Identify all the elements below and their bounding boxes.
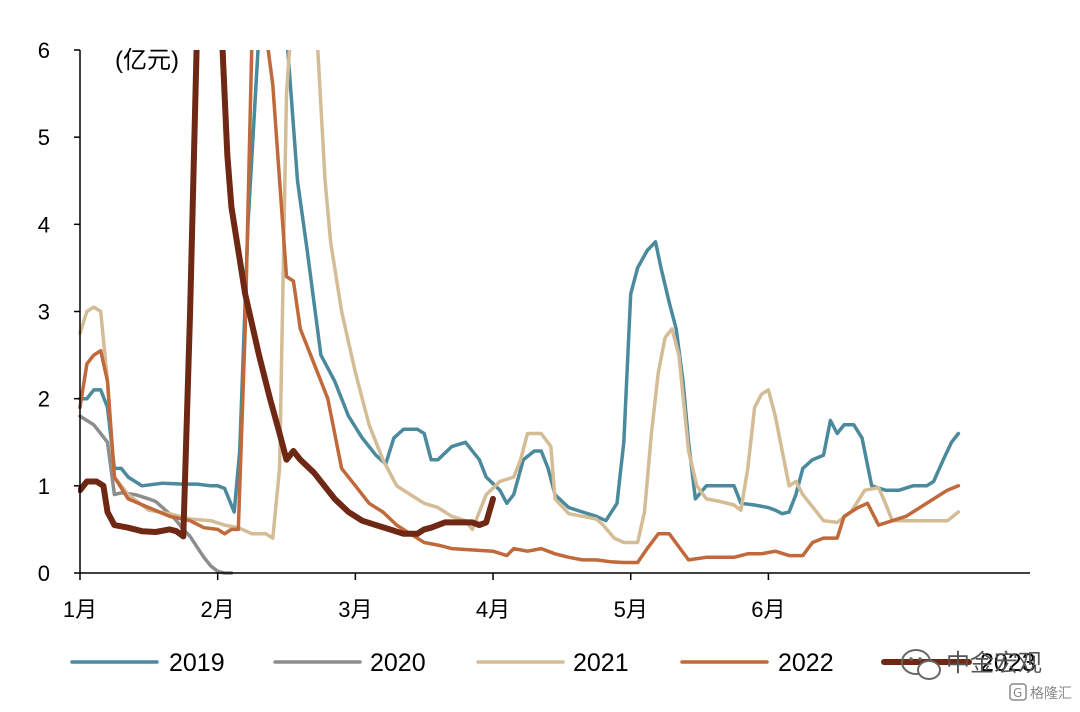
series-line-2022 [78, 50, 961, 565]
series-line-2020 [78, 414, 234, 575]
y-tick-label: 2 [38, 387, 50, 412]
y-tick-label: 5 [38, 125, 50, 150]
series-line-2019 [78, 50, 961, 523]
legend: 2019 2020 2021 2022 2023 [70, 649, 1036, 677]
watermark-text: 中金宏观 [946, 649, 1042, 677]
y-tick-label: 0 [38, 561, 50, 586]
series-line-2021 [78, 50, 961, 545]
gelonghui-logo-icon: G [1009, 683, 1027, 701]
watermark-subtext: 格隆汇 [1030, 686, 1072, 702]
y-tick-label: 4 [38, 212, 50, 237]
svg-text:G: G [1013, 686, 1022, 700]
plot-area [78, 50, 961, 575]
series-line-2023 [78, 50, 496, 540]
x-tick-label: 5月 [614, 597, 648, 622]
x-tick-label: 1月 [63, 597, 97, 622]
legend-label-2021: 2021 [573, 649, 629, 677]
legend-label-2019: 2019 [169, 649, 225, 677]
y-tick-label: 3 [38, 300, 50, 325]
axes: 0 1 2 3 4 5 6 1月 2月 3月 4月 5月 6月 [38, 38, 1030, 622]
legend-label-2023: 2023 [980, 649, 1036, 677]
x-tick-label: 2月 [201, 597, 235, 622]
wechat-icon [901, 649, 941, 680]
x-tick-label: 4月 [476, 597, 510, 622]
legend-label-2020: 2020 [370, 649, 426, 677]
x-tick-label: 6月 [751, 597, 785, 622]
y-axis-unit-label: (亿元) [115, 47, 179, 74]
x-tick-label: 3月 [338, 597, 372, 622]
y-tick-label: 1 [38, 474, 50, 499]
legend-label-2022: 2022 [778, 649, 834, 677]
watermark: 中金宏观 G 格隆汇 [901, 649, 1072, 702]
y-tick-label: 6 [38, 38, 50, 63]
